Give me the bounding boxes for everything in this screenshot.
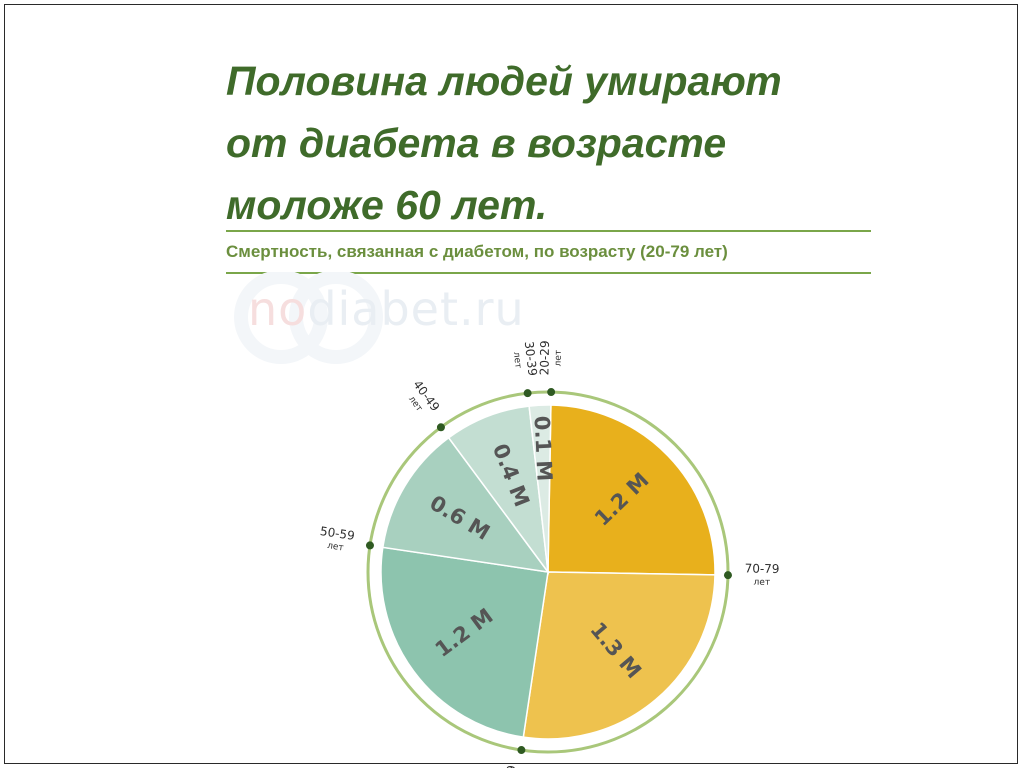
- age-range-text: 70-79: [745, 561, 780, 576]
- watermark-rest: diabet.ru: [307, 282, 525, 336]
- age-marker-dot-70-79: [723, 571, 732, 580]
- watermark-logo-icon: [234, 272, 383, 364]
- age-marker-dot-60-69: [517, 746, 526, 755]
- age-label-70-79: 70-79 лет: [745, 561, 780, 588]
- chart-subtitle: Смертность, связанная с диабетом, по воз…: [226, 242, 728, 261]
- age-unit-text: лет: [554, 350, 564, 367]
- title-line-3: моложе 60 лет.: [226, 182, 548, 228]
- pie-slice-50-59: [380, 546, 549, 739]
- age-range-text: 60-69: [500, 764, 519, 768]
- age-marker-dot-40-49: [436, 423, 445, 432]
- age-range-text: 50-59: [319, 524, 356, 543]
- pie-slice-30-39: [447, 405, 550, 575]
- age-marker-dot-20-29: [547, 388, 556, 397]
- pie-slices: [380, 404, 716, 740]
- bottom-rule: [226, 272, 871, 274]
- watermark-prefix: no: [248, 282, 308, 336]
- top-rule: [226, 230, 871, 232]
- age-unit-text: лет: [326, 541, 344, 553]
- age-range-text: 20-29: [537, 340, 552, 375]
- pie-slice-40-49: [381, 436, 550, 574]
- pie-slice-20-29: [528, 404, 552, 573]
- age-marker-dot-50-59: [365, 541, 374, 550]
- pie-slice-60-69: [522, 571, 716, 740]
- age-label-20-29: 20-29 лет: [537, 340, 564, 375]
- page-title: Половина людей умирают от диабета в возр…: [226, 50, 866, 236]
- age-unit-text: лет: [753, 578, 770, 588]
- title-line-2: от диабета в возрасте: [226, 120, 727, 166]
- age-label-60-69: 60-69лет: [500, 764, 519, 768]
- slice-value-label-20-29: 0.1 M: [530, 415, 557, 481]
- age-range-text: 30-39: [522, 340, 540, 376]
- age-marker-dot-30-39: [523, 389, 532, 398]
- pie-slice-70-79: [547, 404, 716, 576]
- watermark-text: nodiabet.ru: [248, 282, 525, 336]
- age-unit-text: лет: [511, 351, 523, 369]
- title-line-1: Половина людей умирают: [226, 58, 782, 104]
